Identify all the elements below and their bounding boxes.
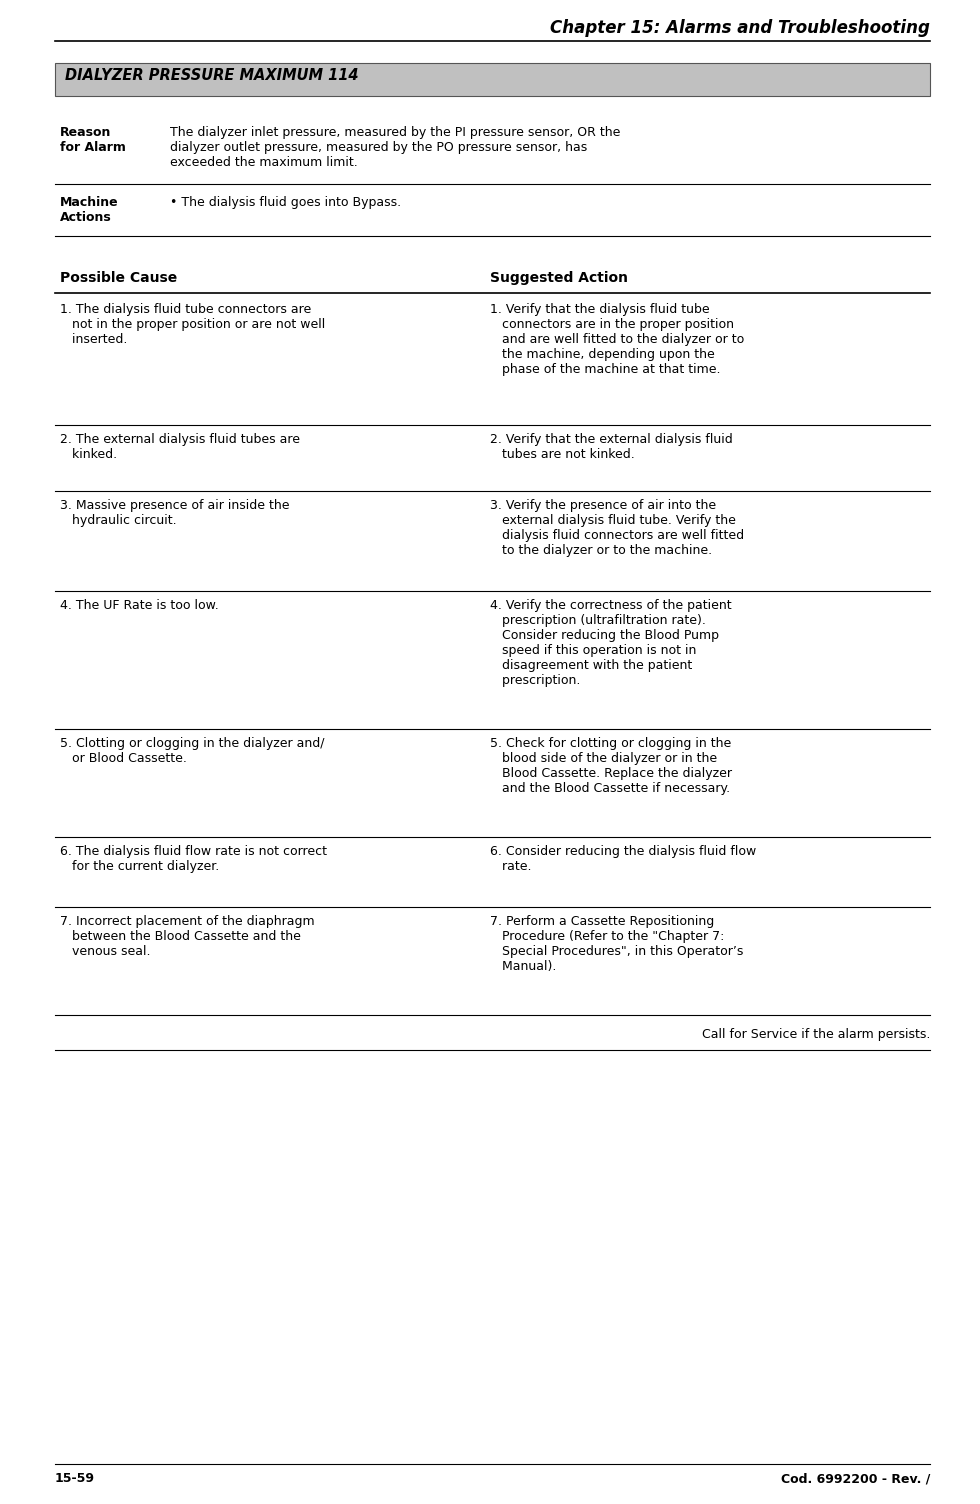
Text: The dialyzer inlet pressure, measured by the PI pressure sensor, OR the
dialyzer: The dialyzer inlet pressure, measured by… bbox=[170, 126, 620, 168]
Text: 6. Consider reducing the dialysis fluid flow
   rate.: 6. Consider reducing the dialysis fluid … bbox=[490, 845, 757, 872]
Text: 4. Verify the correctness of the patient
   prescription (ultrafiltration rate).: 4. Verify the correctness of the patient… bbox=[490, 599, 732, 687]
Text: Machine
Actions: Machine Actions bbox=[60, 196, 119, 224]
Text: Reason
for Alarm: Reason for Alarm bbox=[60, 126, 125, 153]
Text: • The dialysis fluid goes into Bypass.: • The dialysis fluid goes into Bypass. bbox=[170, 196, 401, 209]
Text: 2. The external dialysis fluid tubes are
   kinked.: 2. The external dialysis fluid tubes are… bbox=[60, 433, 300, 462]
Text: 1. The dialysis fluid tube connectors are
   not in the proper position or are n: 1. The dialysis fluid tube connectors ar… bbox=[60, 302, 325, 346]
Text: 3. Massive presence of air inside the
   hydraulic circuit.: 3. Massive presence of air inside the hy… bbox=[60, 499, 289, 526]
Text: 2. Verify that the external dialysis fluid
   tubes are not kinked.: 2. Verify that the external dialysis flu… bbox=[490, 433, 733, 462]
Text: 7. Incorrect placement of the diaphragm
   between the Blood Cassette and the
  : 7. Incorrect placement of the diaphragm … bbox=[60, 914, 315, 958]
Text: 5. Check for clotting or clogging in the
   blood side of the dialyzer or in the: 5. Check for clotting or clogging in the… bbox=[490, 737, 732, 796]
Text: Call for Service if the alarm persists.: Call for Service if the alarm persists. bbox=[702, 1029, 930, 1041]
Text: 3. Verify the presence of air into the
   external dialysis fluid tube. Verify t: 3. Verify the presence of air into the e… bbox=[490, 499, 744, 556]
Text: 4. The UF Rate is too low.: 4. The UF Rate is too low. bbox=[60, 599, 219, 612]
Text: 7. Perform a Cassette Repositioning
   Procedure (Refer to the "Chapter 7:
   Sp: 7. Perform a Cassette Repositioning Proc… bbox=[490, 914, 744, 973]
Text: 5. Clotting or clogging in the dialyzer and/
   or Blood Cassette.: 5. Clotting or clogging in the dialyzer … bbox=[60, 737, 324, 766]
Text: 1. Verify that the dialysis fluid tube
   connectors are in the proper position
: 1. Verify that the dialysis fluid tube c… bbox=[490, 302, 744, 376]
Text: Cod. 6992200 - Rev. /: Cod. 6992200 - Rev. / bbox=[781, 1472, 930, 1484]
Text: Possible Cause: Possible Cause bbox=[60, 271, 177, 284]
Bar bbox=[55, 63, 930, 96]
Text: 15-59: 15-59 bbox=[55, 1472, 95, 1484]
Text: 6. The dialysis fluid flow rate is not correct
   for the current dialyzer.: 6. The dialysis fluid flow rate is not c… bbox=[60, 845, 327, 872]
Text: DIALYZER PRESSURE MAXIMUM 114: DIALYZER PRESSURE MAXIMUM 114 bbox=[65, 68, 359, 83]
Text: Chapter 15: Alarms and Troubleshooting: Chapter 15: Alarms and Troubleshooting bbox=[550, 20, 930, 38]
Text: Suggested Action: Suggested Action bbox=[490, 271, 628, 284]
